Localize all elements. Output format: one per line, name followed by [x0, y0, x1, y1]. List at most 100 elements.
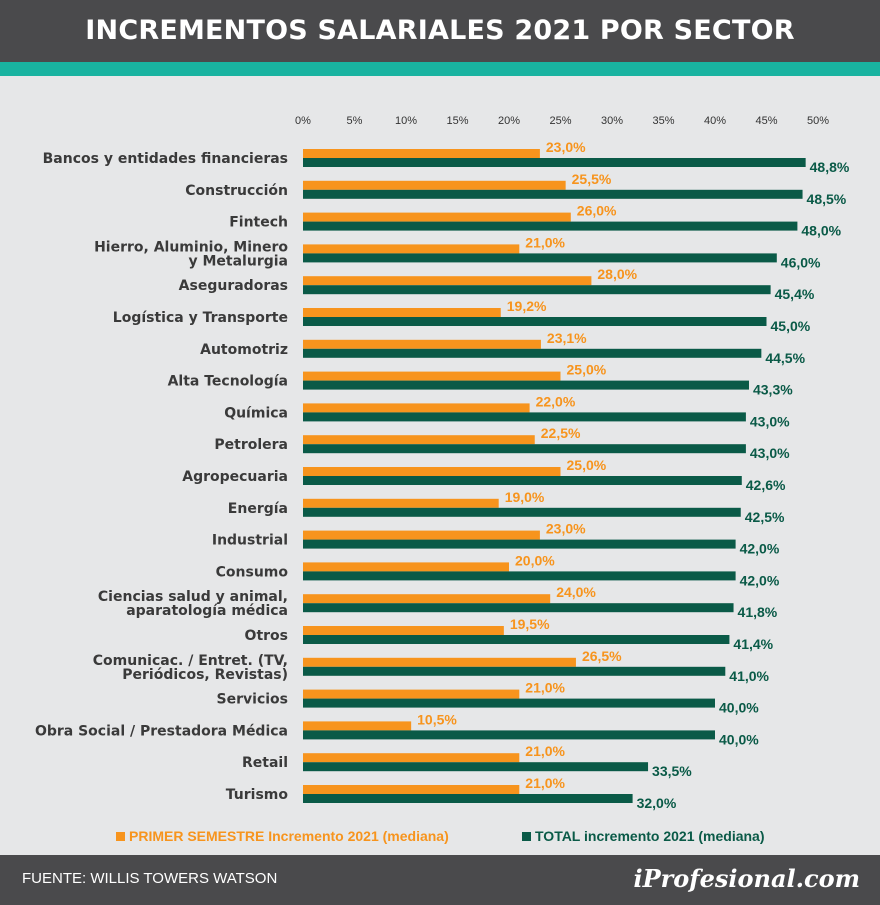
- accent-stripe: [0, 62, 880, 76]
- data-label-total: 43,0%: [750, 413, 790, 429]
- bar-total: [303, 285, 771, 295]
- data-label-first-half: 21,0%: [525, 234, 565, 250]
- data-label-total: 48,8%: [810, 159, 850, 175]
- data-label-total: 41,0%: [729, 668, 769, 684]
- data-label-total: 42,6%: [746, 477, 786, 493]
- legend-first-half: PRIMER SEMESTRE Incremento 2021 (mediana…: [116, 828, 449, 844]
- bar-total: [303, 730, 715, 740]
- x-tick-label: 10%: [395, 115, 417, 127]
- category-label: Logística y Transporte: [113, 310, 288, 326]
- data-label-first-half: 25,5%: [572, 171, 612, 187]
- data-label-first-half: 22,5%: [541, 425, 581, 441]
- legend-label-first-half: PRIMER SEMESTRE Incremento 2021 (mediana…: [129, 828, 449, 844]
- bar-total: [303, 762, 649, 772]
- data-label-first-half: 23,0%: [546, 139, 586, 155]
- data-label-total: 32,0%: [637, 795, 677, 811]
- bar-total: [303, 412, 746, 422]
- source-note: FUENTE: WILLIS TOWERS WATSON: [22, 870, 278, 887]
- bar-total: [303, 698, 715, 708]
- bar-total: [303, 158, 806, 167]
- data-label-first-half: 21,0%: [525, 775, 565, 791]
- bar-first-half: [303, 594, 551, 604]
- category-label: Fintech: [229, 215, 288, 231]
- data-label-total: 42,5%: [745, 509, 785, 525]
- x-tick-label: 40%: [704, 115, 726, 127]
- x-tick-label: 0%: [295, 115, 311, 127]
- category-label: Servicios: [217, 692, 288, 708]
- legend-label-total: TOTAL incremento 2021 (mediana): [535, 828, 765, 844]
- bar-first-half: [303, 498, 499, 508]
- data-label-total: 45,4%: [775, 286, 815, 302]
- data-label-first-half: 25,0%: [567, 362, 607, 378]
- bar-chart: 0% 5% 10% 15% 20% 25% 30% 35% 40% 45% 50% Bancos y …: [35, 115, 850, 811]
- data-label-first-half: 24,0%: [556, 584, 596, 600]
- data-label-total: 48,5%: [807, 191, 847, 207]
- bar-total: [303, 635, 730, 644]
- category-label: Energía: [228, 501, 288, 517]
- bar-first-half: [303, 403, 530, 413]
- data-label-total: 43,0%: [750, 445, 790, 461]
- bar-first-half: [303, 562, 509, 572]
- bar-first-half: [303, 657, 576, 667]
- bar-first-half: [303, 180, 566, 190]
- bar-total: [303, 603, 734, 613]
- bar-total: [303, 476, 742, 485]
- category-label: Agropecuaria: [182, 469, 288, 485]
- page-title: INCREMENTOS SALARIALES 2021 POR SECTOR: [85, 15, 795, 46]
- bar-total: [303, 380, 749, 390]
- data-label-first-half: 22,0%: [536, 393, 576, 409]
- bar-total: [303, 539, 736, 549]
- data-label-total: 41,8%: [738, 604, 778, 620]
- data-label-first-half: 20,0%: [515, 552, 555, 568]
- data-label-total: 41,4%: [733, 636, 773, 652]
- x-tick-label: 5%: [347, 115, 363, 127]
- category-label: Construcción: [185, 183, 288, 199]
- bar-first-half: [303, 339, 541, 349]
- bar-first-half: [303, 721, 412, 731]
- bar-total: [303, 189, 803, 199]
- bar-total: [303, 253, 777, 263]
- legend-total: TOTAL incremento 2021 (mediana): [522, 828, 765, 844]
- bar-total: [303, 444, 746, 454]
- bar-first-half: [303, 149, 540, 158]
- data-label-first-half: 10,5%: [417, 711, 457, 727]
- category-label: Aseguradoras: [179, 278, 288, 294]
- bar-first-half: [303, 530, 540, 540]
- data-label-first-half: 21,0%: [525, 680, 565, 696]
- bar-total: [303, 317, 767, 326]
- bar-first-half: [303, 371, 561, 381]
- category-label: Industrial: [212, 533, 288, 549]
- category-label: Química: [224, 405, 288, 421]
- category-label: Petrolera: [214, 437, 288, 453]
- data-label-first-half: 19,2%: [507, 298, 547, 314]
- x-tick-label: 20%: [498, 115, 520, 127]
- data-label-first-half: 19,5%: [510, 616, 550, 632]
- category-label: Alta Tecnología: [168, 374, 288, 390]
- bar-total: [303, 221, 798, 231]
- data-label-total: 42,0%: [740, 572, 780, 588]
- footer-bar: FUENTE: WILLIS TOWERS WATSON iProfesiona…: [0, 855, 880, 905]
- legend-swatch-first-half: [116, 831, 125, 841]
- bar-total: [303, 571, 736, 581]
- data-label-first-half: 23,0%: [546, 521, 586, 537]
- category-label: Turismo: [226, 787, 289, 803]
- bar-first-half: [303, 276, 592, 286]
- brand-logo: iProfesional.com: [633, 864, 860, 893]
- data-label-first-half: 19,0%: [505, 489, 545, 505]
- x-tick-label: 25%: [549, 115, 571, 127]
- category-label: Consumo: [216, 564, 289, 580]
- category-label: Obra Social / Prestadora Médica: [35, 723, 288, 739]
- bar-first-half: [303, 753, 520, 763]
- data-label-total: 48,0%: [801, 223, 841, 239]
- data-label-total: 40,0%: [719, 700, 759, 716]
- category-label: Retail: [242, 755, 288, 771]
- category-label: Periódicos, Revistas): [122, 667, 288, 683]
- data-label-total: 46,0%: [781, 254, 821, 270]
- data-label-first-half: 25,0%: [567, 457, 607, 473]
- bar-first-half: [303, 308, 501, 317]
- bar-first-half: [303, 785, 520, 794]
- data-label-total: 45,0%: [771, 318, 811, 334]
- x-tick-label: 35%: [652, 115, 674, 127]
- category-label: Hierro, Aluminio, Minero: [94, 239, 288, 255]
- bar-total: [303, 507, 741, 517]
